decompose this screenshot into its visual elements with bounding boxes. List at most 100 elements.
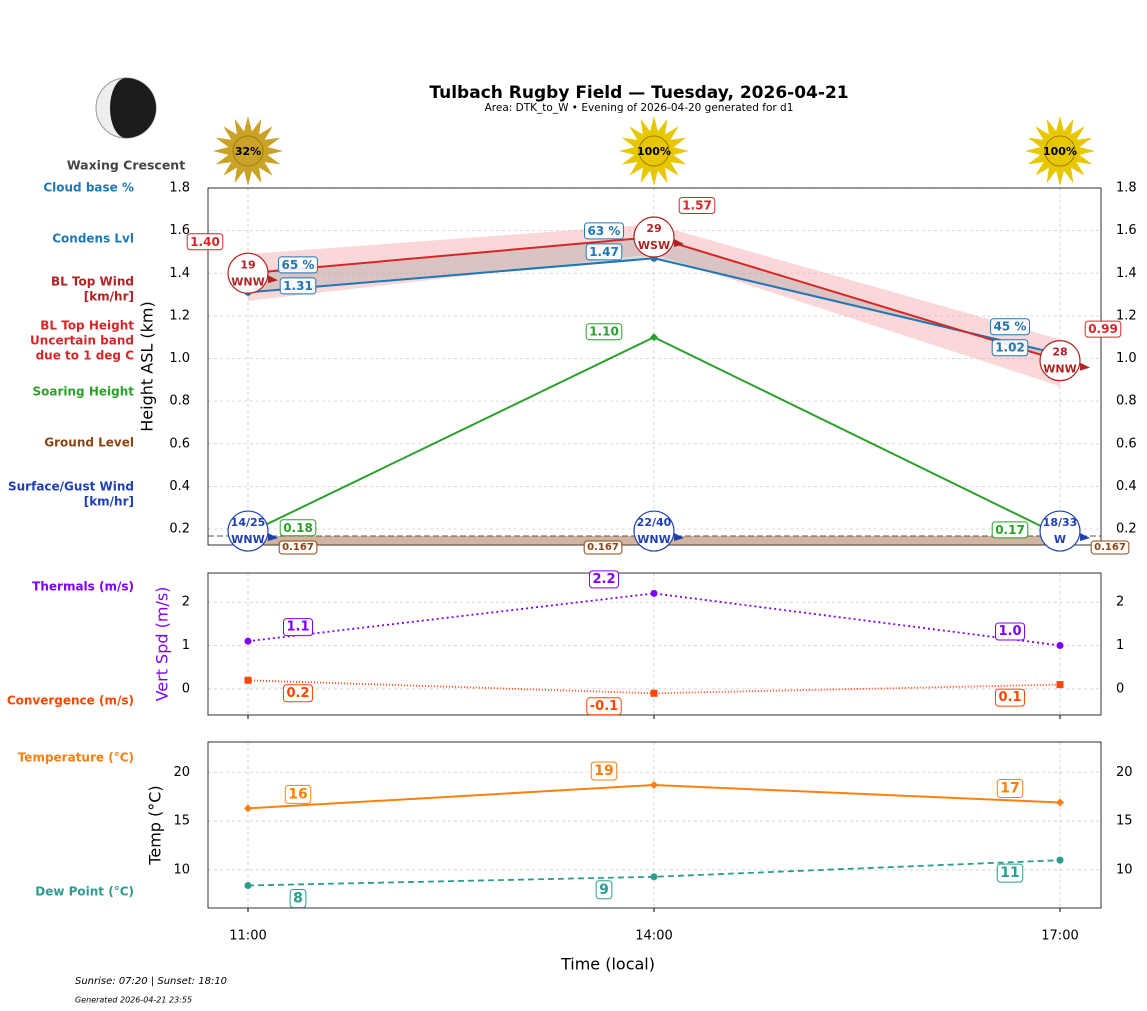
data-label-box — [678, 197, 716, 215]
series-line — [247, 592, 1061, 647]
chart-subtitle: Area: DTK_to_W • Evening of 2026-04-20 g… — [485, 102, 794, 114]
data-label-box — [585, 243, 623, 261]
uncertainty-band — [248, 224, 1060, 387]
legend-label: [km/hr] — [84, 495, 134, 509]
marker — [1056, 642, 1064, 650]
data-label: 1.02 — [995, 341, 1025, 355]
data-label-box — [994, 622, 1026, 641]
legend-label: Uncertain band — [30, 334, 134, 348]
y-tick-label: 1.6 — [169, 223, 190, 238]
data-label-box — [595, 880, 613, 900]
y2-tick-label: 0.2 — [1116, 522, 1137, 537]
y2-tick-label: 2 — [1116, 595, 1124, 610]
moon-label: Waxing Crescent — [67, 158, 185, 173]
wind-direction: WNW — [231, 533, 264, 546]
y-tick-label: 1.2 — [169, 308, 190, 323]
data-label-box — [278, 256, 318, 274]
y-tick-label: 0 — [182, 681, 190, 696]
data-label: 19 — [594, 763, 613, 779]
data-label-box — [282, 684, 314, 703]
legend-label: Condens Lvl — [52, 232, 134, 246]
data-label: 0.167 — [1094, 542, 1126, 553]
y-tick-label: 0.8 — [169, 394, 190, 409]
y2-tick-label: 0 — [1116, 681, 1124, 696]
marker — [244, 804, 252, 813]
wind-arrow — [674, 533, 684, 542]
legend-label: Cloud base % — [43, 181, 134, 195]
y-tick-label: 15 — [173, 814, 190, 829]
data-label: 1.31 — [283, 279, 313, 293]
y2-tick-label: 1.0 — [1116, 351, 1137, 366]
series-line — [247, 679, 1061, 695]
sun-label: 32% — [235, 145, 261, 158]
data-label-box — [996, 779, 1024, 799]
y-tick-label: 20 — [173, 765, 190, 780]
sun-label: 100% — [637, 145, 671, 158]
wind-arrow — [268, 275, 278, 284]
data-label-box — [586, 697, 622, 716]
x-tick-label: 14:00 — [635, 929, 672, 944]
wind-direction: WNW — [1043, 363, 1076, 376]
wind-speed: 19 — [240, 258, 255, 271]
wind-speed: 29 — [646, 222, 661, 235]
y-tick-label: 0.2 — [169, 522, 190, 537]
y-tick-label: 1 — [182, 638, 190, 653]
data-label: 0.2 — [286, 686, 309, 701]
data-label: 65 % — [282, 258, 315, 272]
series-line — [247, 859, 1061, 887]
wind-speed: 28 — [1052, 346, 1067, 359]
marker — [650, 333, 658, 342]
data-label-box — [279, 277, 317, 295]
data-label-box — [278, 540, 318, 555]
legend-label: BL Top Wind — [51, 275, 134, 289]
data-label-box — [279, 519, 317, 537]
wind-arrow — [268, 533, 278, 542]
y2-tick-label: 0.8 — [1116, 394, 1137, 409]
data-label-box — [1084, 320, 1122, 338]
legend-label: due to 1 deg C — [36, 349, 135, 363]
sun-disc — [1044, 135, 1076, 167]
wind-circle — [633, 510, 675, 552]
data-label: 1.40 — [190, 235, 220, 249]
wind-speed: 18/33 — [1043, 516, 1078, 529]
data-label-box — [284, 784, 312, 804]
y2-tick-label: 1.2 — [1116, 308, 1137, 323]
y-axis-title: Vert Spd (m/s) — [153, 587, 172, 702]
data-label: 16 — [288, 786, 307, 802]
wind-circle — [1039, 340, 1081, 382]
data-label: 9 — [599, 882, 609, 898]
data-label-box — [585, 323, 623, 341]
wind-circle — [633, 216, 675, 258]
cloud-fill — [248, 237, 1060, 361]
footer: Generated 2026-04-21 23:55 — [75, 996, 192, 1005]
y2-tick-label: 1.6 — [1116, 223, 1137, 238]
y-tick-label: 1.0 — [169, 351, 190, 366]
marker — [650, 589, 658, 597]
plot-frame — [207, 741, 1102, 909]
data-label: 17 — [1000, 781, 1019, 797]
wind-circle — [227, 252, 269, 294]
marker — [650, 780, 658, 789]
x-tick-label: 11:00 — [229, 929, 266, 944]
legend-label: Convergence (m/s) — [7, 694, 134, 708]
y-tick-label: 1.8 — [169, 181, 190, 196]
y2-tick-label: 1.8 — [1116, 181, 1137, 196]
marker — [1056, 798, 1064, 807]
wind-arrow — [1080, 362, 1090, 371]
y-tick-label: 1.4 — [169, 266, 190, 281]
data-label: 1.47 — [589, 245, 619, 259]
legend-label: Surface/Gust Wind — [8, 480, 134, 494]
data-label-box — [991, 521, 1029, 539]
chart-title: Tulbach Rugby Field — Tuesday, 2026-04-2… — [429, 83, 848, 103]
marker — [244, 882, 252, 890]
wind-circle — [227, 510, 269, 552]
x-tick-label: 17:00 — [1041, 929, 1078, 944]
y2-tick-label: 20 — [1116, 765, 1133, 780]
y2-tick-label: 1 — [1116, 638, 1124, 653]
marker — [244, 676, 252, 684]
y-tick-label: 0.6 — [169, 436, 190, 451]
wind-direction: WNW — [637, 533, 670, 546]
data-label: 0.17 — [995, 523, 1025, 537]
